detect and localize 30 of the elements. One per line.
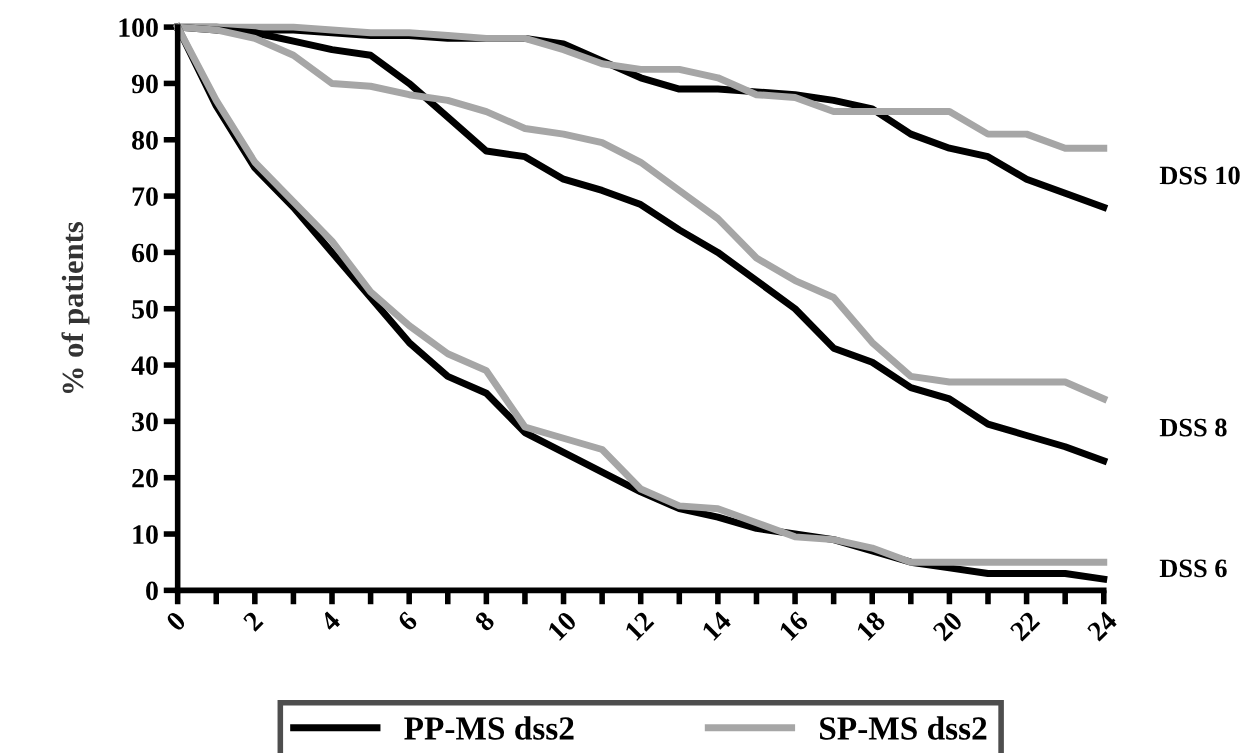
y-tick-label: 0 xyxy=(146,581,158,601)
y-tick-label: 10 xyxy=(133,525,158,544)
x-tick-label: 10 xyxy=(546,610,578,641)
y-tick-label: 70 xyxy=(132,187,158,206)
text: DSS 10 xyxy=(1159,166,1240,185)
x-tick-label: 24 xyxy=(1086,610,1118,642)
y-tick-label: 20 xyxy=(132,468,158,488)
x-tick-label: 22 xyxy=(1009,610,1041,642)
y-tick-label: 30 xyxy=(132,412,158,432)
legend-label: SP-MS dss2 xyxy=(820,716,987,740)
y-tick-label: 80 xyxy=(132,130,158,150)
x-tick-label: 12 xyxy=(624,610,655,641)
y-tick-label: 100 xyxy=(119,18,158,38)
x-tick-label: 8 xyxy=(473,610,496,633)
x-tick-label: 0 xyxy=(165,610,187,632)
x-tick-label: 20 xyxy=(932,610,964,642)
text: DSS 6 xyxy=(1159,559,1227,578)
x-tick-label: 2 xyxy=(242,610,264,632)
y-tick-label: 40 xyxy=(131,356,158,375)
x-tick-label: 6 xyxy=(396,610,419,633)
text: DSS 8 xyxy=(1159,418,1227,437)
x-tick-label: 18 xyxy=(855,610,887,641)
y-tick-label: 50 xyxy=(132,299,158,319)
y-axis-title: % of patients xyxy=(61,222,90,394)
x-tick-label: 16 xyxy=(778,610,810,641)
legend-label: PP-MS dss2 xyxy=(404,716,574,740)
x-tick-label: 4 xyxy=(319,610,342,633)
y-tick-label: 60 xyxy=(132,243,158,263)
y-tick-label: 90 xyxy=(131,74,158,94)
x-tick-label: 14 xyxy=(701,610,733,641)
